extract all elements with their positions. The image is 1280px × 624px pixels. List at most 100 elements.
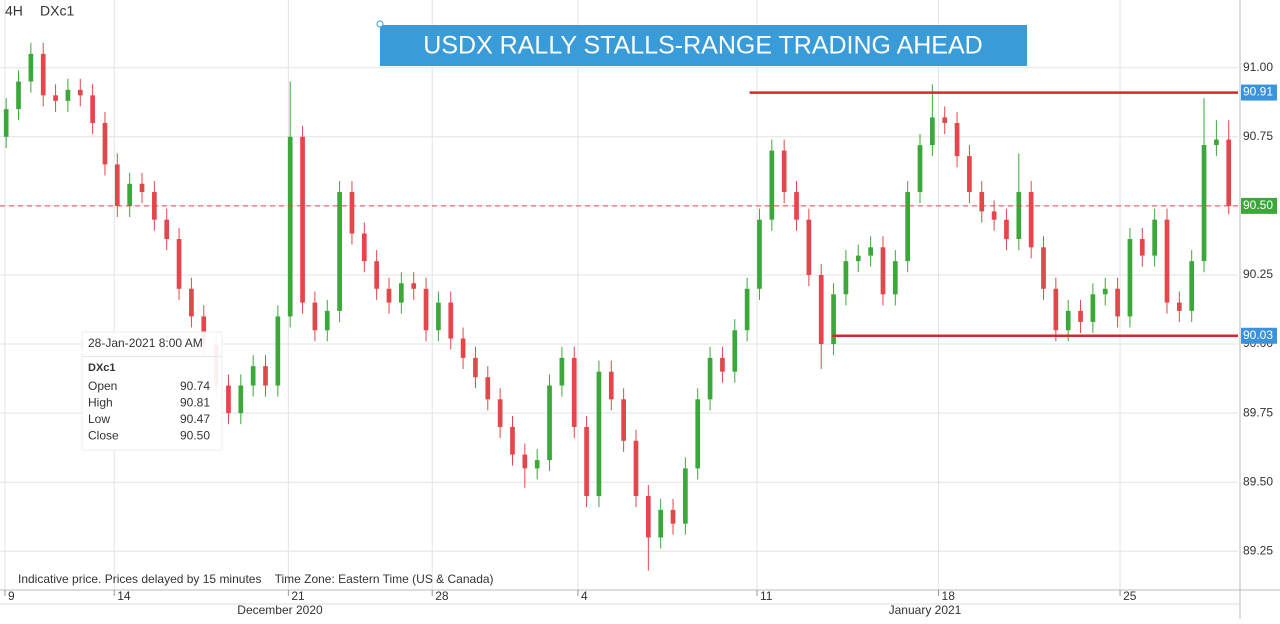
candle-body: [139, 183, 145, 193]
y-tick-label: 89.50: [1243, 474, 1273, 488]
candle-body: [460, 338, 466, 358]
candle-body: [1016, 192, 1022, 240]
level-tag: [1241, 327, 1277, 344]
candle-body: [287, 136, 293, 317]
candle-body: [1226, 139, 1232, 206]
candles: [3, 42, 1232, 571]
candle-body: [534, 460, 540, 469]
candle-body: [892, 261, 898, 295]
candle-body: [917, 145, 923, 193]
interval-label: 4H: [5, 3, 23, 19]
x-tick-label: 11: [760, 589, 773, 603]
candle-body: [40, 53, 46, 96]
candle-body: [571, 357, 577, 427]
candle-body: [510, 426, 515, 455]
tooltip-key: Low: [88, 412, 110, 426]
candle-body: [1164, 219, 1170, 303]
candle-body: [855, 255, 861, 262]
candle-body: [991, 211, 997, 220]
candle-body: [226, 385, 231, 414]
title-box: [380, 25, 1027, 66]
candle-body: [645, 496, 651, 538]
x-tick-label: 14: [117, 589, 131, 603]
chart-title: USDX RALLY STALLS-RANGE TRADING AHEAD: [423, 32, 982, 60]
candle-body: [189, 288, 194, 317]
tooltip-key: High: [88, 396, 113, 410]
candle-body: [337, 192, 342, 311]
candle-body: [683, 468, 688, 524]
tooltip-symbol: DXc1: [88, 362, 116, 374]
candle-body: [3, 109, 9, 137]
level-tag: [1241, 197, 1277, 214]
candle-body: [1201, 145, 1207, 262]
candle-body: [1127, 239, 1133, 317]
candle-body: [90, 95, 95, 123]
candle-body: [238, 385, 244, 414]
candle-body: [250, 366, 256, 386]
level-tag: [1241, 84, 1277, 101]
candle-body: [781, 150, 787, 193]
candle-body: [275, 316, 281, 386]
level-label: 90.50: [1243, 198, 1273, 212]
candle-body: [399, 283, 404, 303]
candle-body: [695, 399, 701, 469]
candle-body: [967, 156, 972, 193]
candle-body: [324, 310, 330, 331]
tooltip-sep: [82, 356, 222, 357]
candle-body: [263, 366, 268, 386]
candle-body: [880, 247, 886, 295]
candle-body: [522, 454, 528, 469]
y-tick-label: 89.25: [1243, 543, 1273, 557]
tooltip-key: Open: [88, 379, 117, 393]
candle-body: [411, 283, 417, 289]
x-tick-label: 9: [8, 589, 15, 603]
candle-body: [930, 117, 935, 146]
candle-body: [114, 164, 120, 206]
candle-body: [164, 219, 170, 240]
tooltip-value: 90.74: [180, 379, 210, 393]
candle-body: [1139, 239, 1145, 256]
footnote: Indicative price. Prices delayed by 15 m…: [18, 572, 494, 586]
candle-body: [312, 302, 318, 331]
x-tick-label: 18: [942, 589, 956, 603]
candle-body: [596, 371, 602, 497]
candle-body: [1041, 247, 1046, 289]
candle-body: [1078, 310, 1083, 322]
candle-body: [547, 385, 552, 461]
candle-body: [1152, 219, 1157, 256]
candle-body: [1214, 139, 1219, 146]
candle-body: [349, 192, 355, 234]
candle-body: [436, 302, 441, 331]
candle-body: [361, 233, 367, 262]
candle-body: [868, 247, 873, 256]
candle-body: [473, 357, 478, 378]
candle-body: [954, 122, 960, 157]
tooltip-value: 90.47: [180, 412, 210, 426]
candle-body: [608, 371, 614, 400]
candle-body: [448, 302, 454, 339]
candle-body: [1004, 219, 1009, 240]
candle-body: [1102, 288, 1108, 295]
candle-body: [979, 192, 985, 212]
candle-body: [28, 53, 34, 82]
candle-body: [497, 399, 503, 427]
candle-body: [769, 150, 775, 220]
overlay: 89.2589.5089.7590.0090.2590.5090.7591.00…: [0, 3, 1277, 617]
candle-body: [386, 288, 392, 303]
candle-body: [806, 219, 812, 275]
candle-body: [485, 377, 491, 400]
candle-body: [1065, 310, 1071, 331]
candle-body: [1028, 192, 1034, 248]
candle-body: [102, 122, 108, 165]
candle-body: [53, 95, 58, 101]
x-tick-label: 28: [435, 589, 449, 603]
candle-body: [818, 274, 824, 345]
candle-body: [559, 357, 565, 386]
level-label: 90.03: [1243, 328, 1273, 342]
candle-body: [374, 261, 379, 289]
x-tick-label: 21: [291, 589, 305, 603]
candle-body: [77, 89, 83, 96]
candle-body: [1176, 302, 1182, 311]
candle-body: [658, 509, 664, 538]
candle-body: [201, 316, 207, 345]
